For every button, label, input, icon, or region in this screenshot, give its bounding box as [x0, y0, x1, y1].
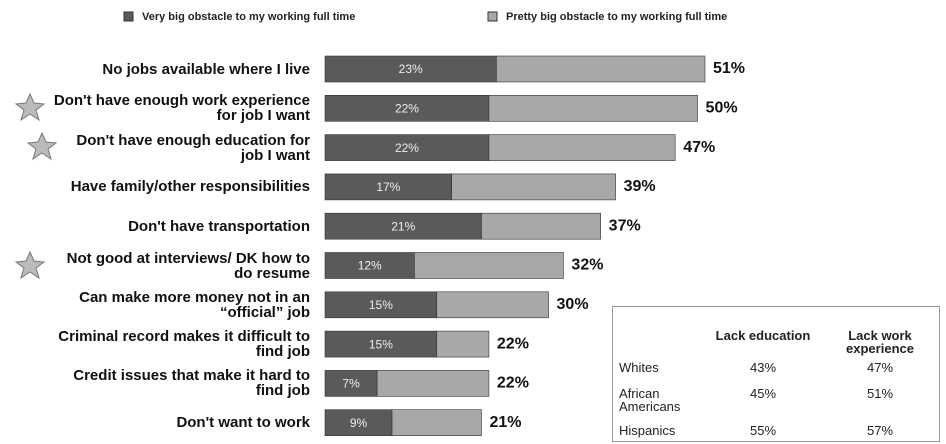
total-label: 32% [571, 257, 603, 274]
value-label: 17% [376, 180, 400, 194]
total-label: 37% [609, 217, 641, 234]
value-label: 22% [395, 101, 419, 115]
bar-segment [488, 95, 698, 122]
legend-label: Pretty big obstacle to my working full t… [506, 11, 727, 23]
value-label: 12% [358, 259, 382, 273]
table-header: Lack work experience [846, 328, 914, 356]
bar-segment [324, 134, 490, 161]
bar-segment [324, 291, 438, 319]
bar-segment [488, 134, 676, 161]
total-label: 39% [624, 178, 656, 195]
value-label: 15% [369, 337, 393, 351]
total-label: 50% [706, 100, 738, 117]
category-label: No jobs available where I live [102, 60, 310, 78]
total-label: 22% [497, 335, 529, 352]
total-label: 51% [713, 60, 745, 77]
total-label: 47% [683, 139, 715, 156]
bar-segment [324, 409, 393, 437]
value-label: 23% [399, 62, 423, 76]
bar-segment [436, 291, 549, 319]
table-row-label: African Americans [619, 386, 681, 414]
table-cell: 45% [749, 386, 777, 401]
star-icons [14, 92, 58, 280]
legend-swatch [487, 11, 498, 22]
category-label: Don't have enough work experience for jo… [53, 92, 310, 125]
category-label: Criminal record makes it difficult to fi… [58, 328, 310, 361]
value-label: 9% [350, 416, 368, 430]
table-header: Lack education [715, 328, 811, 343]
bar-segment [324, 252, 415, 279]
bar-segment [324, 95, 490, 122]
category-label: Don't have enough education for job I wa… [76, 131, 310, 164]
bar-segment [451, 173, 616, 201]
legend-swatch [123, 11, 134, 22]
legend-label: Very big obstacle to my working full tim… [142, 11, 355, 23]
bar-segment [376, 370, 490, 397]
value-label: 15% [369, 298, 393, 312]
bar-segment [436, 330, 490, 358]
table-cell: 47% [866, 360, 894, 375]
bar-segment [324, 330, 438, 358]
category-label: Don't want to work [176, 414, 310, 432]
bar-segment [414, 252, 564, 279]
total-label: 21% [489, 414, 521, 431]
comparison-table: Lack education Lack work experience Whites… [612, 306, 940, 442]
table-cell: 51% [866, 386, 894, 401]
bar-segment [324, 370, 378, 397]
table-cell: 43% [749, 360, 777, 375]
table-row-label: Whites [619, 360, 659, 375]
table-cell: 55% [749, 423, 777, 438]
category-label: Credit issues that make it hard to find … [73, 367, 310, 400]
table-cell: 57% [866, 423, 894, 438]
category-label: Have family/other responsibilities [70, 178, 310, 196]
bar-segment [324, 55, 497, 83]
total-label: 30% [557, 296, 589, 313]
bar-segment [391, 409, 482, 437]
category-label: Don't have transportation [128, 217, 310, 235]
category-label: Can make more money not in an “official”… [79, 288, 310, 321]
total-label: 22% [497, 375, 529, 392]
table-row-label: Hispanics [619, 423, 676, 438]
bar-segment [324, 173, 452, 201]
value-label: 22% [395, 141, 419, 155]
bar-segment [481, 212, 601, 240]
value-label: 21% [391, 219, 415, 233]
value-label: 7% [342, 377, 360, 391]
category-label: Not good at interviews/ DK how to do res… [66, 249, 310, 282]
bar-segment [496, 55, 706, 83]
